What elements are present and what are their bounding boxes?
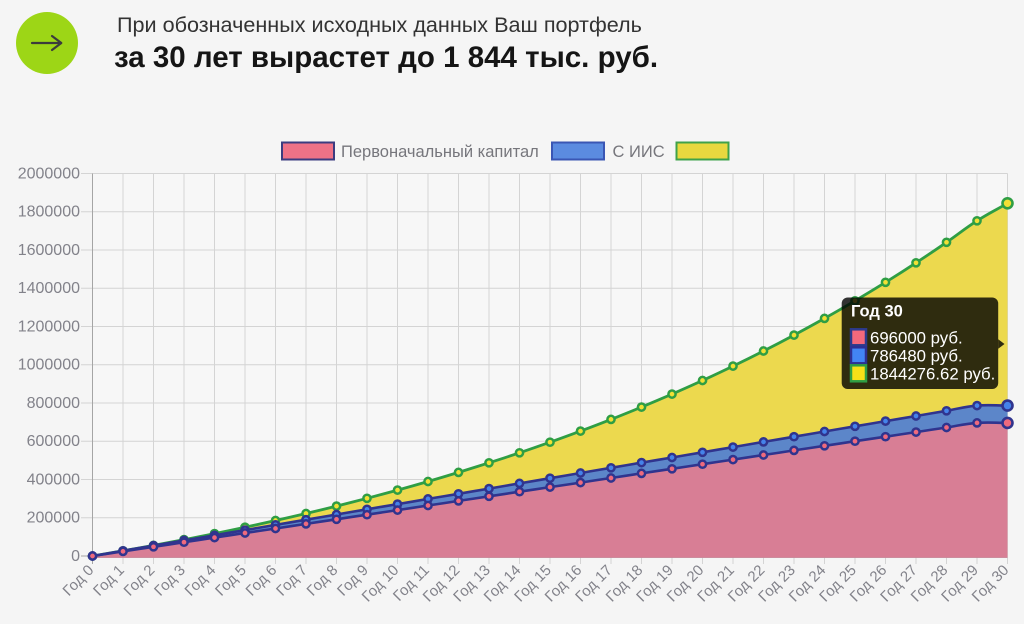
svg-text:0: 0 [71, 548, 80, 565]
svg-text:786480 руб.: 786480 руб. [870, 347, 963, 366]
svg-text:Год 4: Год 4 [182, 562, 220, 600]
svg-text:Год 0: Год 0 [60, 562, 98, 600]
svg-text:Год 7: Год 7 [273, 562, 311, 600]
svg-text:Первоначальный капитал: Первоначальный капитал [341, 143, 539, 161]
svg-text:600000: 600000 [27, 433, 80, 450]
svg-text:Год 5: Год 5 [212, 562, 250, 600]
svg-text:1600000: 1600000 [18, 242, 80, 259]
svg-text:696000 руб.: 696000 руб. [870, 329, 963, 348]
svg-text:800000: 800000 [27, 395, 80, 412]
svg-text:1000000: 1000000 [18, 357, 80, 374]
svg-text:Год 6: Год 6 [243, 562, 281, 600]
svg-text:2000000: 2000000 [18, 165, 80, 182]
svg-text:1200000: 1200000 [18, 318, 80, 335]
svg-text:200000: 200000 [27, 510, 80, 527]
svg-text:Год 1: Год 1 [90, 562, 128, 600]
svg-text:Год 30: Год 30 [851, 303, 903, 321]
svg-text:1844276.62 руб.: 1844276.62 руб. [870, 365, 995, 384]
svg-text:Год 3: Год 3 [151, 562, 189, 600]
svg-text:400000: 400000 [27, 471, 80, 488]
svg-text:С ИИС: С ИИС [613, 143, 665, 161]
svg-text:1800000: 1800000 [18, 204, 80, 221]
svg-text:1400000: 1400000 [18, 280, 80, 297]
svg-text:Год 2: Год 2 [121, 562, 159, 600]
svg-text:Год 8: Год 8 [304, 562, 342, 600]
